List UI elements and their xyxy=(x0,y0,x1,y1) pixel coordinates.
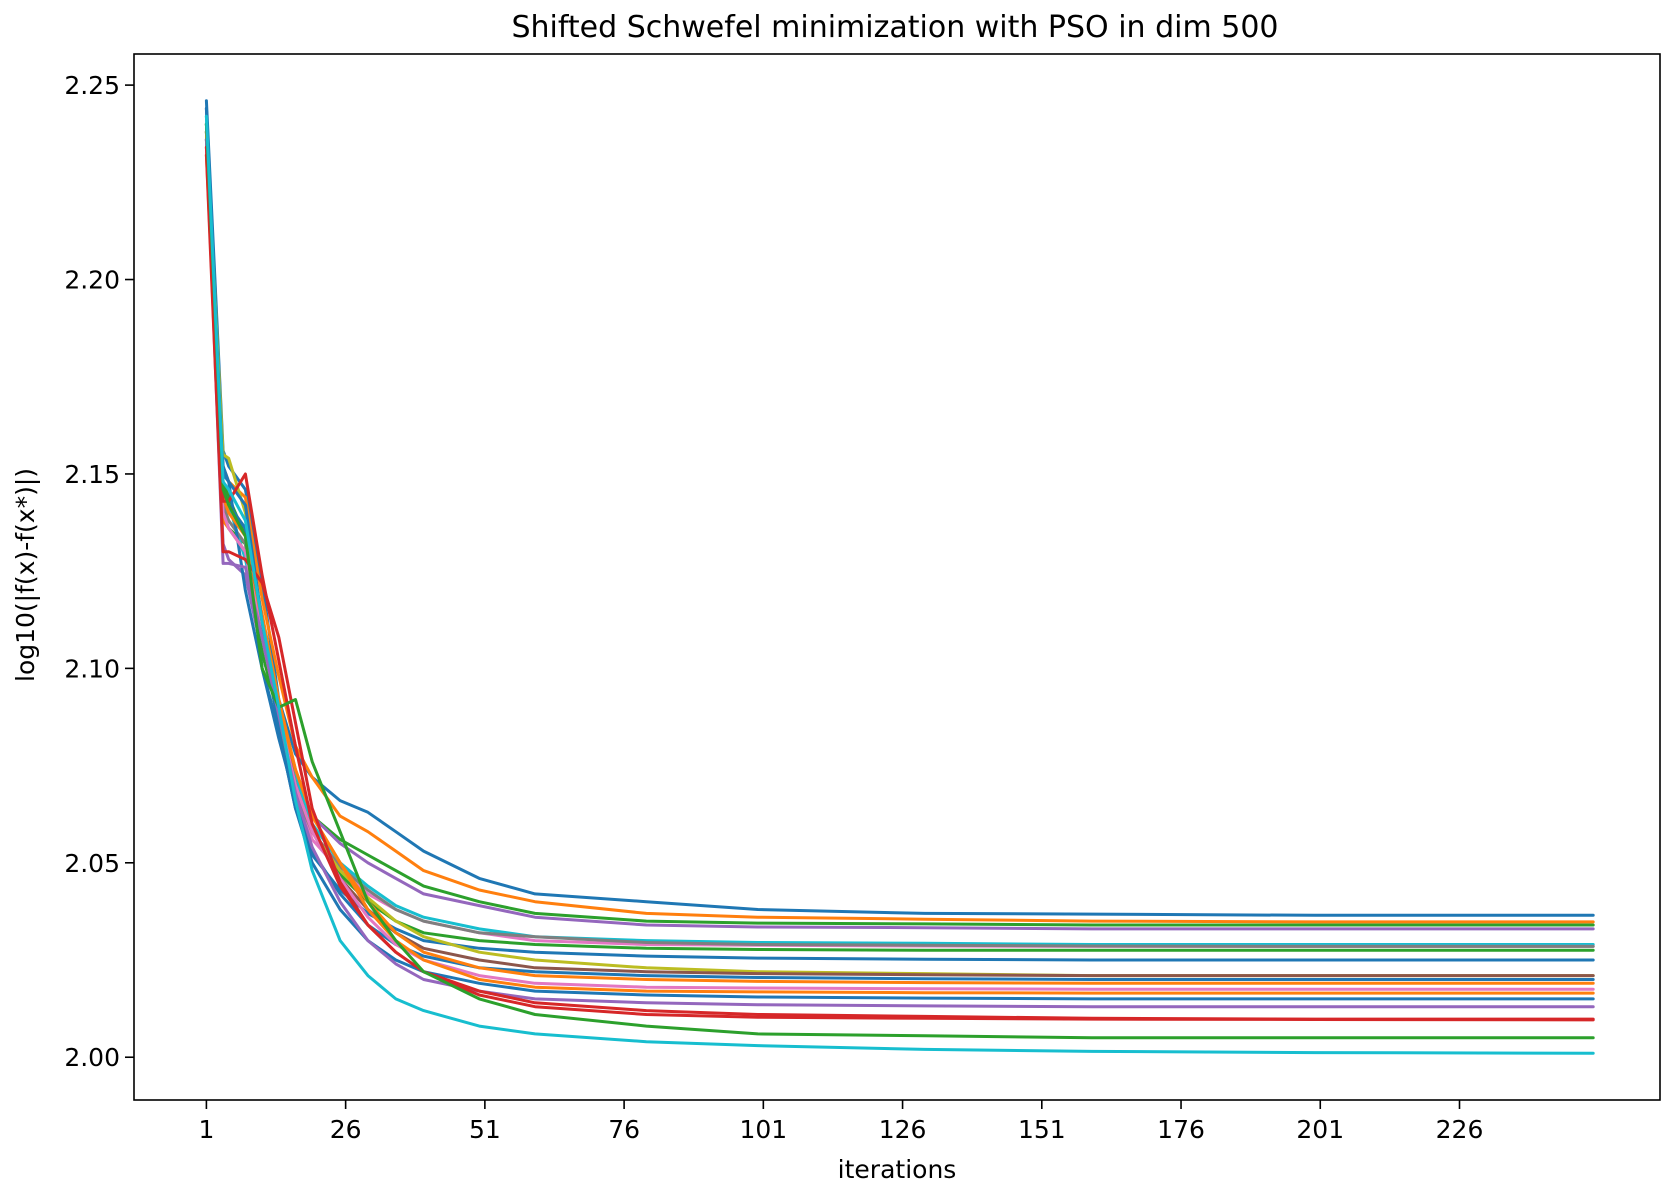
series-line-20 xyxy=(204,122,1595,1040)
x-tick-label: 201 xyxy=(1296,1115,1344,1144)
series-line-6 xyxy=(204,145,1595,948)
series-line-3 xyxy=(204,130,1595,927)
series-line-8 xyxy=(204,122,1595,952)
x-tick-label: 51 xyxy=(469,1115,501,1144)
x-tick-label: 26 xyxy=(330,1115,362,1144)
y-axis-title: log10(|f(x)-f(x*)|) xyxy=(11,468,40,682)
x-tick-label: 101 xyxy=(739,1115,787,1144)
y-axis: 2.00 2.05 2.10 2.15 2.20 2.25 xyxy=(64,71,134,1072)
series-line-9 xyxy=(204,106,1595,962)
x-tick-label: 226 xyxy=(1436,1115,1484,1144)
series-line-1 xyxy=(204,99,1595,917)
x-tick-label: 76 xyxy=(608,1115,640,1144)
series-line-5 xyxy=(204,114,1595,946)
y-tick-label: 2.20 xyxy=(64,266,120,295)
x-tick-label: 176 xyxy=(1157,1115,1205,1144)
plot-frame xyxy=(133,53,1661,1101)
y-tick-label: 2.00 xyxy=(64,1043,120,1072)
series-line-16 xyxy=(204,122,1595,1001)
series-line-2 xyxy=(204,122,1595,924)
series-line-17 xyxy=(204,138,1595,1009)
y-tick-label: 2.05 xyxy=(64,849,120,878)
y-tick-label: 2.15 xyxy=(64,460,120,489)
series-line-7 xyxy=(204,130,1595,948)
x-tick-label: 151 xyxy=(1018,1115,1066,1144)
x-axis-title: iterations xyxy=(838,1155,957,1184)
series-line-13 xyxy=(204,153,1595,985)
x-tick-label: 126 xyxy=(879,1115,927,1144)
y-tick-label: 2.25 xyxy=(64,71,120,100)
series-line-19 xyxy=(204,145,1595,1022)
chart-title: Shifted Schwefel minimization with PSO i… xyxy=(511,10,1278,45)
series-line-12 xyxy=(204,106,1595,981)
x-axis: 1 26 51 76 101 126 151 176 201 226 xyxy=(198,1100,1483,1144)
series-line-4 xyxy=(204,138,1595,931)
series-line-21 xyxy=(204,114,1595,1055)
series-group xyxy=(204,99,1595,1055)
series-line-11 xyxy=(204,138,1595,978)
y-tick-label: 2.10 xyxy=(64,654,120,683)
plot-area xyxy=(204,99,1595,1055)
series-line-10 xyxy=(204,130,1595,978)
x-tick-label: 1 xyxy=(198,1115,214,1144)
